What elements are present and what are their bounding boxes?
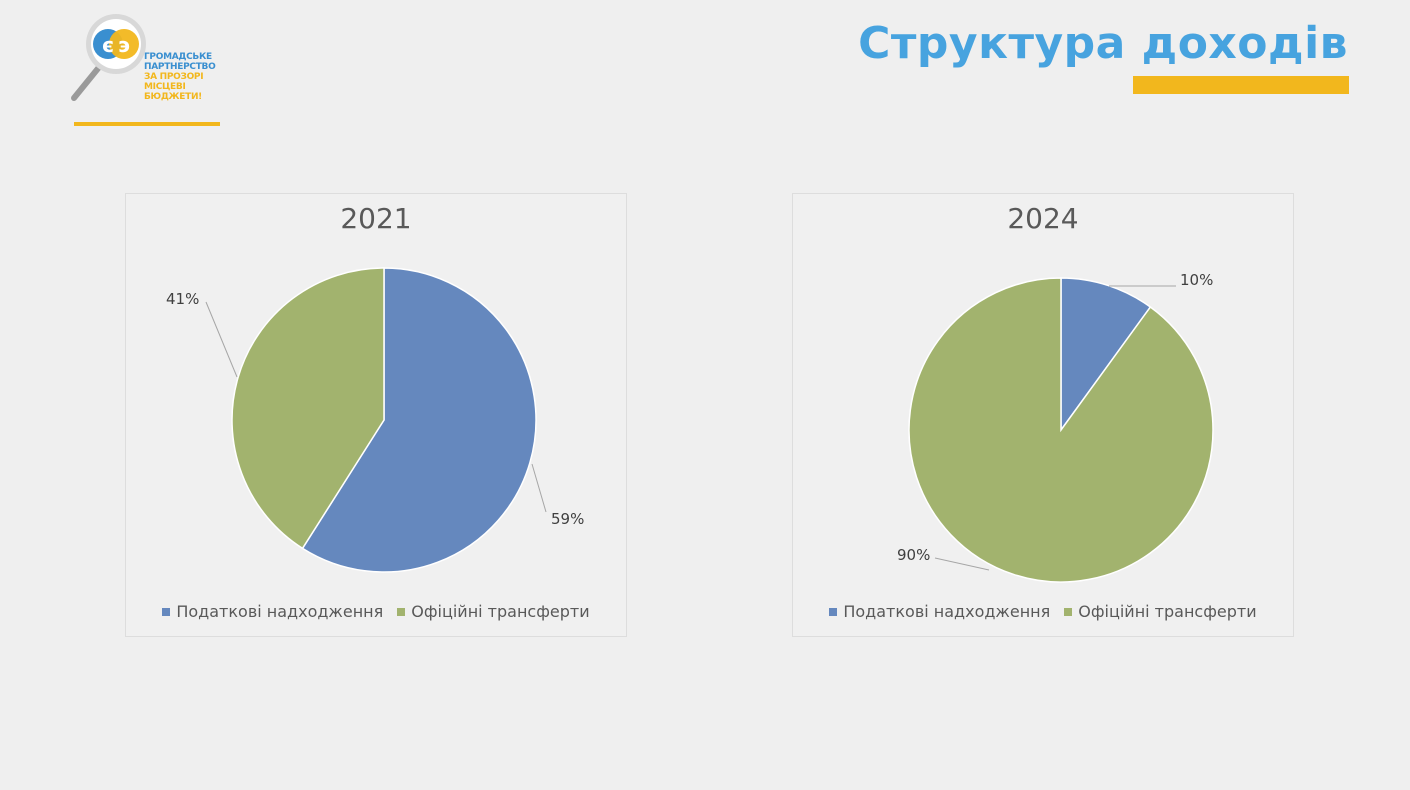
legend-label: Податкові надходження bbox=[176, 602, 384, 621]
magnifier-logo-icon: є э bbox=[71, 14, 146, 101]
chart-title: 2021 bbox=[340, 202, 412, 235]
pie-slice-tax bbox=[301, 267, 537, 573]
chart-2024: 2024 10% 90% Податкові надходження Офіцій… bbox=[792, 193, 1294, 637]
title-underline bbox=[1133, 76, 1349, 94]
legend-item-transfers: Офіційні трансферти bbox=[397, 602, 590, 621]
legend-swatch-green bbox=[397, 607, 406, 616]
logo-text: ГРОМАДСЬКЕ ПАРТНЕРСТВО ЗА ПРОЗОРІ МІСЦЕВ… bbox=[144, 52, 226, 102]
data-label: 90% bbox=[897, 546, 930, 564]
pie-slice-transfers bbox=[908, 277, 1214, 583]
legend-label: Податкові надходження bbox=[843, 602, 1051, 621]
chart-2021: 2021 59% 41% Податкові надходження Офіцій… bbox=[125, 193, 627, 637]
pie-slice-transfers bbox=[231, 267, 385, 550]
data-label: 10% bbox=[1180, 271, 1213, 289]
legend-label: Офіційні трансферти bbox=[1078, 602, 1257, 621]
data-label: 59% bbox=[551, 510, 584, 528]
data-label: 41% bbox=[166, 290, 199, 308]
legend-item-tax: Податкові надходження bbox=[162, 602, 383, 621]
logo-line-3: ЗА ПРОЗОРІ bbox=[144, 72, 204, 82]
logo-underline bbox=[74, 122, 220, 126]
legend-swatch-blue bbox=[829, 607, 838, 616]
legend-item-transfers: Офіційні трансферти bbox=[1064, 602, 1257, 621]
chart-legend: Податкові надходження Офіційні трансферт… bbox=[126, 602, 626, 621]
legend-item-tax: Податкові надходження bbox=[829, 602, 1050, 621]
leader-line bbox=[531, 463, 547, 513]
svg-text:є: є bbox=[102, 33, 114, 57]
svg-text:э: э bbox=[118, 33, 130, 57]
leader-line bbox=[934, 557, 990, 571]
logo: є э ГРОМАДСЬКЕ ПАРТНЕРСТВО ЗА ПРОЗОРІ МІ… bbox=[66, 14, 226, 130]
legend-swatch-green bbox=[1064, 607, 1073, 616]
chart-title: 2024 bbox=[1007, 202, 1079, 235]
logo-line-1: ГРОМАДСЬКЕ bbox=[144, 52, 212, 62]
chart-legend: Податкові надходження Офіційні трансферт… bbox=[793, 602, 1293, 621]
logo-line-2: ПАРТНЕРСТВО bbox=[144, 62, 216, 72]
logo-line-4: МІСЦЕВІ БЮДЖЕТИ! bbox=[144, 82, 202, 102]
pie-chart-svg: 10% 90% bbox=[897, 271, 1214, 583]
legend-swatch-blue bbox=[162, 607, 171, 616]
leader-line bbox=[205, 301, 238, 378]
pie-slice-tax bbox=[1060, 277, 1152, 433]
legend-label: Офіційні трансферти bbox=[411, 602, 590, 621]
slide-title: Структура доходів bbox=[858, 18, 1348, 69]
pie-chart-svg: 59% 41% bbox=[166, 267, 584, 573]
